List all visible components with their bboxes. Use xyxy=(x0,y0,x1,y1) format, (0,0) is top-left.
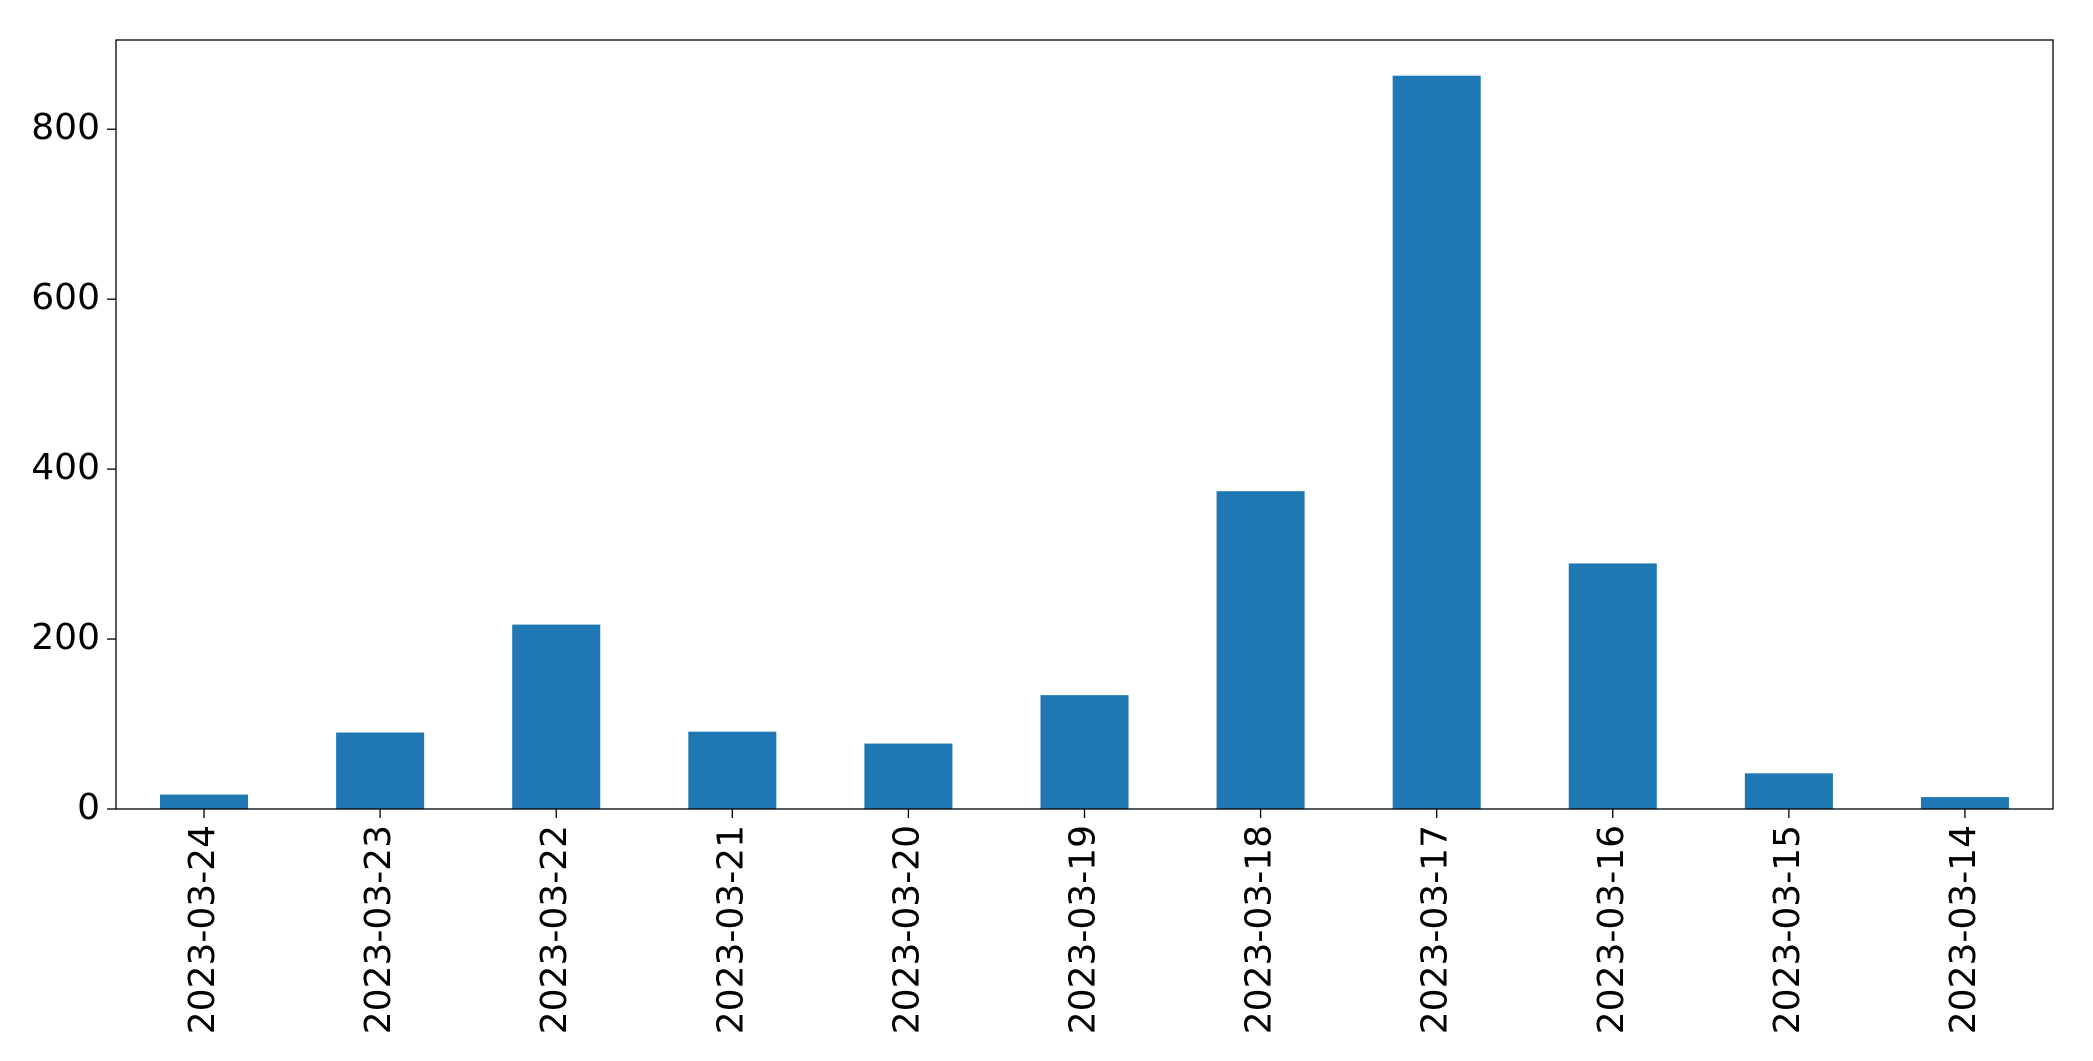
x-tick-label: 2023-03-21 xyxy=(710,825,751,1034)
x-tick-label: 2023-03-14 xyxy=(1943,825,1984,1034)
bar xyxy=(1216,491,1305,809)
x-tick-label: 2023-03-22 xyxy=(534,825,575,1034)
bar xyxy=(1568,563,1657,809)
x-tick-label: 2023-03-23 xyxy=(358,825,399,1034)
x-tick-label: 2023-03-15 xyxy=(1767,825,1808,1034)
x-tick-label: 2023-03-20 xyxy=(886,825,927,1034)
bar xyxy=(688,731,777,809)
bar xyxy=(864,743,953,809)
y-tick-label: 800 xyxy=(31,107,100,148)
y-tick-label: 200 xyxy=(31,617,100,658)
bar xyxy=(512,624,601,809)
bar xyxy=(1392,75,1481,809)
x-tick-label: 2023-03-24 xyxy=(182,825,223,1034)
x-tick-label: 2023-03-16 xyxy=(1591,825,1632,1034)
bar xyxy=(160,794,249,809)
bar xyxy=(336,732,425,809)
x-tick-label: 2023-03-17 xyxy=(1415,825,1456,1034)
bar xyxy=(1040,695,1129,809)
y-tick-label: 600 xyxy=(31,277,100,318)
plot-frame xyxy=(115,39,2054,810)
y-tick-label: 400 xyxy=(31,447,100,488)
bar xyxy=(1920,797,2009,809)
x-tick-label: 2023-03-18 xyxy=(1239,825,1280,1034)
bar xyxy=(1744,773,1833,809)
x-tick-label: 2023-03-19 xyxy=(1063,825,1104,1034)
y-tick-label: 0 xyxy=(77,787,100,828)
